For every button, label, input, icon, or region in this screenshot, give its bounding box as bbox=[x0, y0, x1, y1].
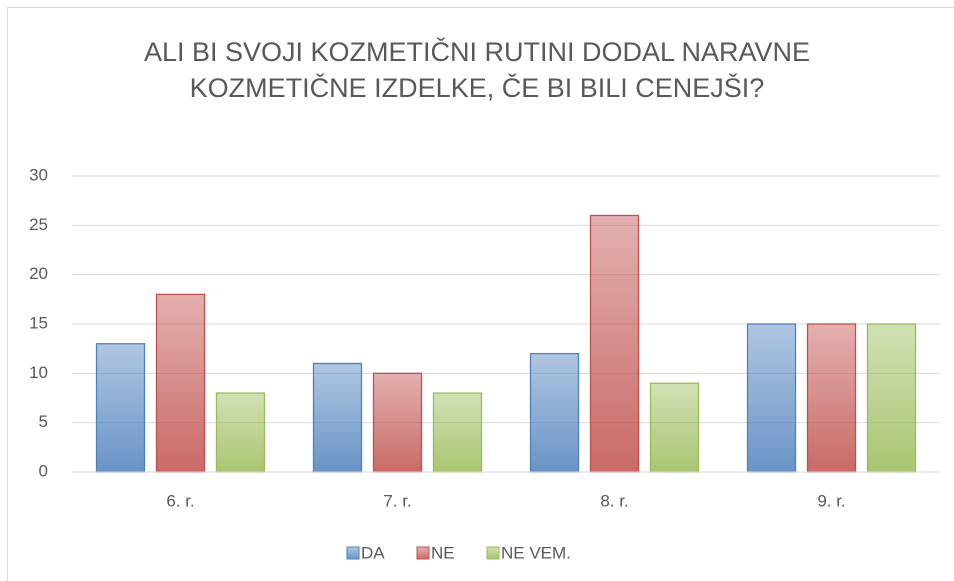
bar bbox=[806, 323, 857, 473]
bar bbox=[589, 214, 640, 473]
bar bbox=[372, 372, 423, 473]
bar bbox=[155, 293, 206, 473]
legend-swatch bbox=[346, 546, 360, 560]
bar bbox=[215, 392, 266, 473]
bar bbox=[866, 323, 917, 473]
legend-label: NE VEM. bbox=[501, 543, 571, 562]
y-tick-label: 30 bbox=[29, 165, 48, 184]
y-tick-label: 25 bbox=[29, 215, 48, 234]
y-tick-label: 5 bbox=[39, 412, 48, 431]
legend-label: DA bbox=[361, 543, 385, 562]
legend-swatch bbox=[486, 546, 500, 560]
y-tick-label: 0 bbox=[39, 461, 48, 480]
bar bbox=[529, 352, 580, 473]
bar bbox=[95, 343, 146, 473]
bar bbox=[312, 362, 363, 473]
chart-border bbox=[7, 7, 954, 581]
x-tick-label: 8. r. bbox=[600, 491, 628, 510]
x-tick-label: 9. r. bbox=[817, 491, 845, 510]
chart-title: ALI BI SVOJI KOZMETIČNI RUTINI DODAL NAR… bbox=[143, 37, 811, 103]
x-tick-label: 7. r. bbox=[383, 491, 411, 510]
bar bbox=[746, 323, 797, 473]
legend-swatch bbox=[416, 546, 430, 560]
legend-label: NE bbox=[431, 543, 455, 562]
bar bbox=[649, 382, 700, 473]
y-tick-label: 20 bbox=[29, 264, 48, 283]
y-tick-label: 15 bbox=[29, 313, 48, 332]
bar bbox=[432, 392, 483, 473]
x-tick-label: 6. r. bbox=[166, 491, 194, 510]
y-tick-label: 10 bbox=[29, 363, 48, 382]
